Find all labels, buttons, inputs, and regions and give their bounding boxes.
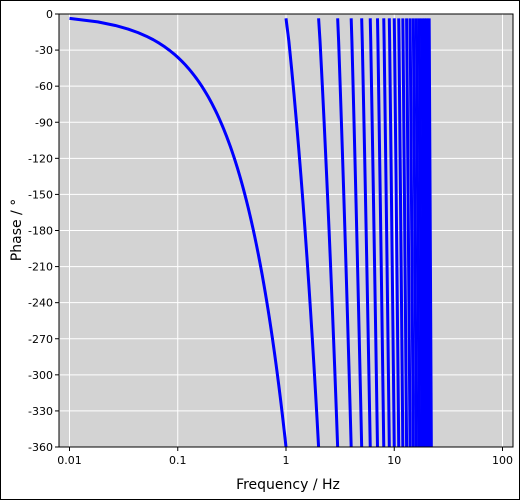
x-tick-label: 0.1 (169, 454, 187, 467)
phase-line-segment (414, 18, 421, 448)
phase-line-segment (382, 18, 391, 448)
phase-line-segment (336, 18, 353, 448)
phase-line-segment (408, 18, 415, 448)
phase-line-segment (387, 18, 396, 448)
phase-line-segment (284, 18, 321, 448)
axis-ticks: 0 -30 -60 -90 -120 -150 -180 -210 -240 -270 -300 -3… (28, 8, 513, 467)
phase-line-segment (425, 18, 431, 448)
phase-line-segment (368, 18, 379, 448)
phase-line-segment (411, 18, 418, 448)
x-tick-label: 0.01 (57, 454, 82, 467)
phase-series (69, 16, 433, 448)
y-tick-label: 0 (46, 8, 53, 21)
y-axis-title: Phase / ° (9, 199, 25, 261)
y-tick-label: -240 (28, 297, 53, 310)
x-axis-title: Frequency / Hz (236, 477, 340, 493)
y-tick-label: -300 (28, 369, 53, 382)
x-tick-label: 10 (387, 454, 401, 467)
y-tick-label: -30 (35, 44, 53, 57)
y-tick-label: -150 (28, 188, 53, 201)
y-tick-label: -270 (28, 333, 53, 346)
phase-line-segment (375, 18, 386, 448)
y-tick-label: -180 (28, 225, 53, 238)
phase-line-segment (405, 18, 412, 448)
phase-line-segment (417, 18, 424, 448)
y-tick-label: -60 (35, 80, 53, 93)
phase-line-segment (420, 18, 426, 448)
y-tick-label: -360 (28, 441, 53, 454)
phase-line-segment (69, 16, 288, 448)
phase-line-segment (401, 18, 409, 448)
grid-lines (59, 14, 513, 447)
phase-line-segment (422, 18, 429, 448)
y-tick-label: -210 (28, 261, 53, 274)
phase-line-segment (349, 18, 364, 448)
x-tick-label: 1 (283, 454, 290, 467)
plot-border (58, 13, 514, 448)
phase-line-segment (317, 18, 340, 448)
phase-line-segment (392, 18, 401, 448)
phase-line-segment (360, 18, 372, 448)
y-tick-label: -90 (35, 116, 53, 129)
phase-line-segment (397, 18, 405, 448)
x-tick-label: 100 (492, 454, 513, 467)
y-tick-label: -120 (28, 152, 53, 165)
phase-line-segment (427, 18, 433, 448)
y-tick-label: -330 (28, 405, 53, 418)
